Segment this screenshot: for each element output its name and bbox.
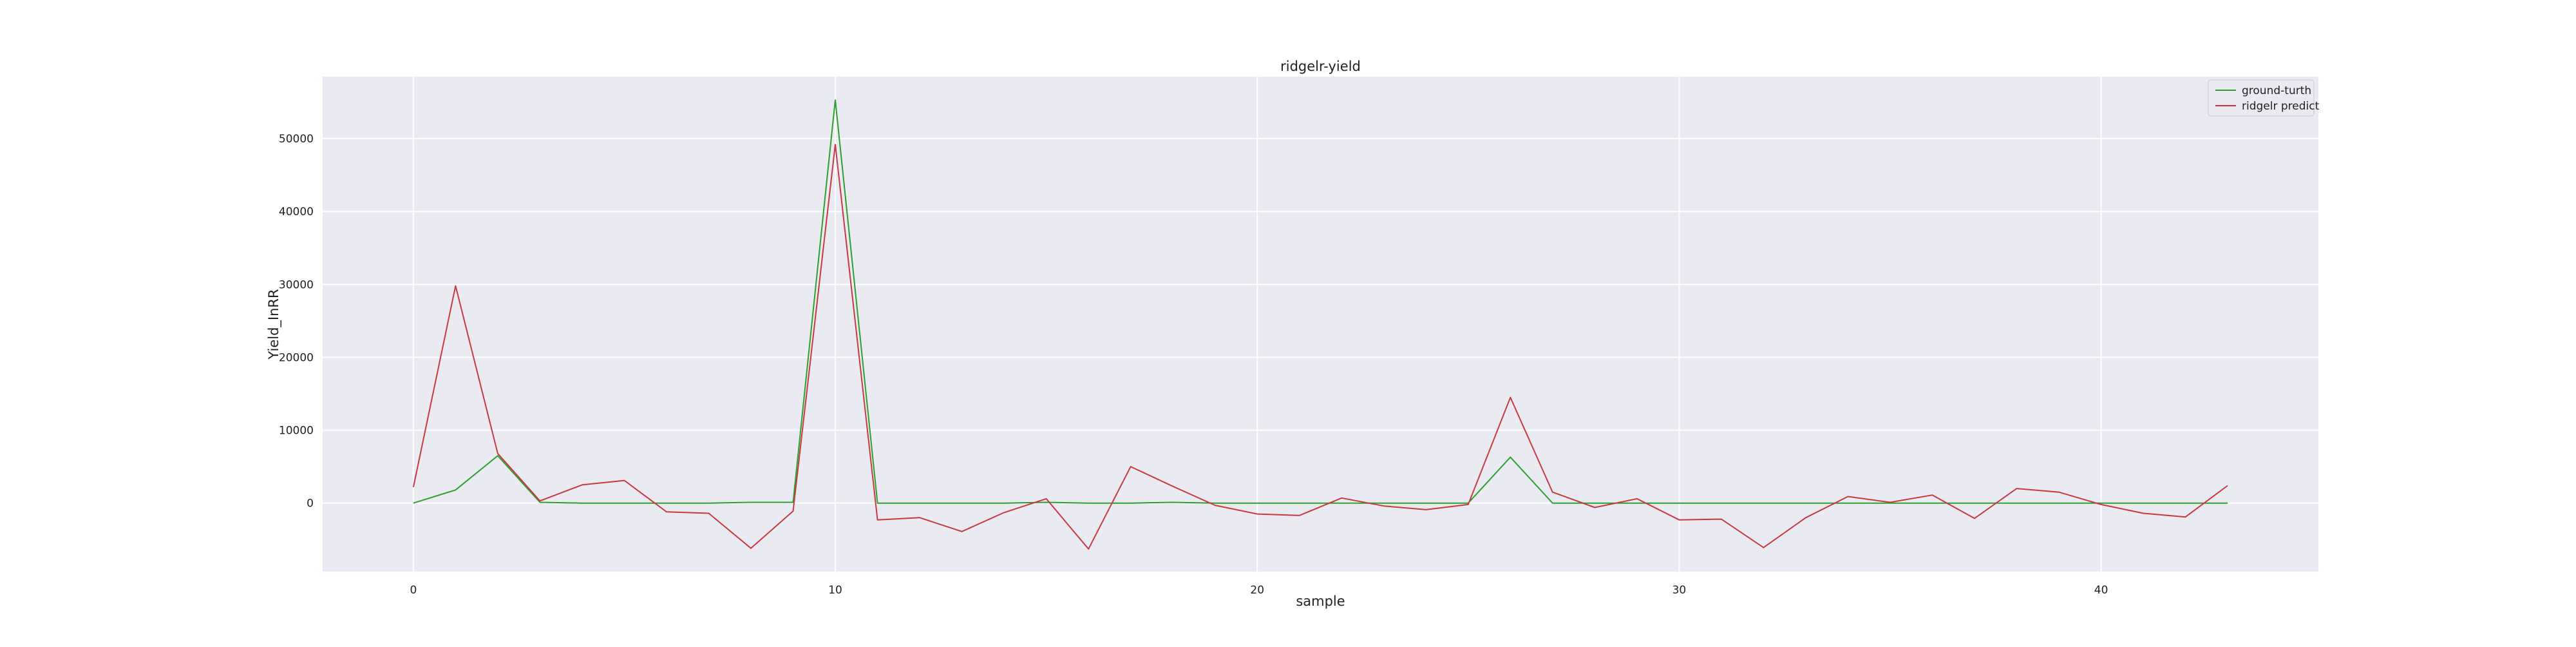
x-tick-label: 10 xyxy=(828,584,842,597)
y-axis-label: Yield_InRR xyxy=(266,289,282,360)
tick-labels: 0 10 20 30 40 0 10000 20000 30000 40000 50000 xyxy=(279,133,2108,597)
y-tick-label: 40000 xyxy=(279,206,314,218)
plot-background xyxy=(323,77,2318,572)
y-tick-label: 50000 xyxy=(279,133,314,146)
legend-box xyxy=(2208,79,2315,117)
x-tick-label: 30 xyxy=(1672,584,1687,597)
x-tick-label: 20 xyxy=(1250,584,1264,597)
series-line-ground-turth xyxy=(413,99,2228,504)
y-tick-label: 10000 xyxy=(279,425,314,438)
x-tick-label: 40 xyxy=(2094,584,2108,597)
x-axis-label: sample xyxy=(1296,594,1345,609)
y-tick-label: 30000 xyxy=(279,278,314,291)
legend-label-ground-turth: ground-turth xyxy=(2242,84,2311,97)
y-tick-label: 0 xyxy=(307,497,314,510)
x-tick-label: 0 xyxy=(410,584,417,597)
series-line-ridgelr-predict xyxy=(412,144,2228,550)
legend: ground-turth ridgelr predict xyxy=(2208,79,2320,117)
chart-title: ridgelr-yield xyxy=(1280,59,1361,74)
series-lines xyxy=(412,99,2228,550)
legend-label-ridgelr-predict: ridgelr predict xyxy=(2242,100,2320,113)
y-tick-label: 20000 xyxy=(279,351,314,364)
